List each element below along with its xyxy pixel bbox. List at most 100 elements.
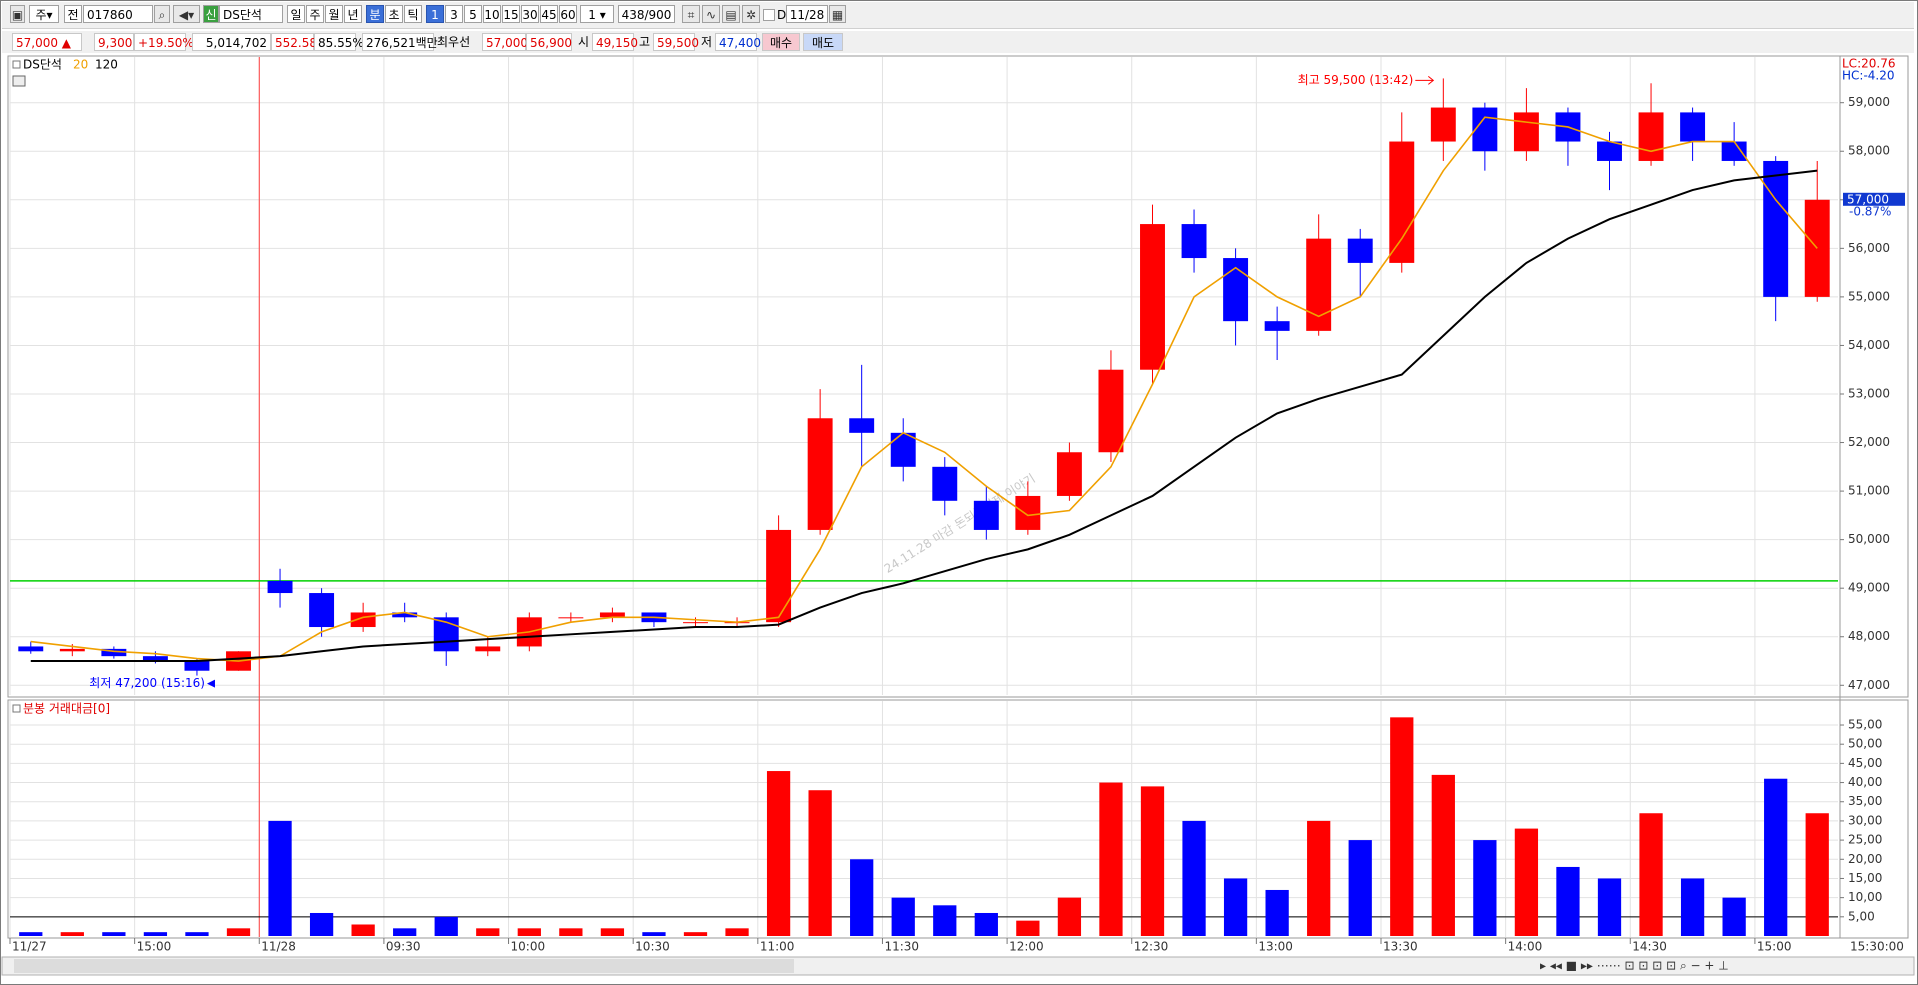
volume-bar bbox=[476, 928, 500, 936]
change-rate: +19.50% bbox=[134, 33, 194, 51]
scroll-controls[interactable]: ▸ ◂◂ ■ ▸▸ ⋯⋯ ⊡ ⊡ ⊡ ⊡ ⌕ − + ⊥ bbox=[1540, 959, 1729, 973]
volume-bar bbox=[808, 790, 832, 936]
candle-body bbox=[1347, 238, 1373, 263]
current-change: -0.87% bbox=[1849, 204, 1891, 218]
y-tick-label: 54,000 bbox=[1848, 338, 1890, 352]
x-tick-label: 11:30 bbox=[884, 940, 919, 954]
candle-body bbox=[475, 646, 501, 652]
y-tick-label: 48,000 bbox=[1848, 629, 1890, 643]
toolbar-button[interactable]: 60 bbox=[559, 5, 577, 23]
buy-button[interactable]: 매수 bbox=[762, 33, 800, 51]
sound-button[interactable]: ◀▾ bbox=[173, 5, 200, 23]
code-input[interactable]: 017860 bbox=[83, 5, 153, 23]
settings-icon[interactable]: ✲ bbox=[742, 5, 760, 23]
toolbar: ▣ 주▾ 전 017860 ⌕ ◀▾ 신 DS단석 일 주 월 년 분 초 틱 1 3 5 10 15… bbox=[2, 2, 1914, 29]
y-tick-label: 59,000 bbox=[1848, 95, 1890, 109]
date-input[interactable]: 11/28 bbox=[786, 5, 828, 23]
market-select[interactable]: 주▾ bbox=[29, 5, 59, 23]
trading-value: 276,521백만 bbox=[362, 33, 438, 51]
x-tick-label: 10:30 bbox=[635, 940, 670, 954]
x-tick-label: 14:30 bbox=[1632, 940, 1667, 954]
volume-bar bbox=[600, 928, 625, 936]
toolbar-button[interactable]: 분 bbox=[366, 5, 384, 23]
y-tick-label: 53,000 bbox=[1848, 386, 1890, 400]
volume-bar bbox=[1016, 920, 1040, 936]
volume-title: 분봉 거래대금[0] bbox=[23, 702, 110, 716]
candle-body bbox=[1056, 452, 1082, 496]
toolbar-button[interactable]: 주 bbox=[306, 5, 324, 23]
candle-body bbox=[1264, 321, 1290, 331]
volume-bar bbox=[434, 916, 458, 936]
tool-icon[interactable]: ⌗ bbox=[682, 5, 700, 23]
toolbar-button[interactable]: 초 bbox=[385, 5, 403, 23]
x-tick-label: 12:30 bbox=[1134, 940, 1169, 954]
toolbar-button[interactable]: 월 bbox=[325, 5, 343, 23]
menu-icon[interactable]: ▣ bbox=[10, 5, 25, 23]
best-bid: 56,900 bbox=[526, 33, 572, 51]
candle-body bbox=[101, 648, 127, 657]
toolbar-button[interactable]: 3 bbox=[445, 5, 463, 23]
candle-body bbox=[932, 466, 958, 501]
x-end-label: 15:30:00 bbox=[1850, 940, 1904, 954]
volume-bar bbox=[1473, 840, 1497, 936]
candle-body bbox=[1721, 141, 1747, 161]
y-tick-label: 55,00 bbox=[1848, 718, 1882, 732]
volume-ratio: 552.58% bbox=[271, 33, 328, 51]
volume-bar bbox=[1639, 813, 1663, 936]
candle-body bbox=[267, 580, 293, 594]
x-tick-label: 11:00 bbox=[760, 940, 795, 954]
annotation-arrow bbox=[206, 679, 215, 688]
toolbar-button[interactable]: 10 bbox=[483, 5, 501, 23]
y-tick-label: 58,000 bbox=[1848, 144, 1890, 158]
toolbar-button[interactable]: 15 bbox=[502, 5, 520, 23]
y-tick-label: 51,000 bbox=[1848, 484, 1890, 498]
volume-bar bbox=[1805, 813, 1829, 936]
tool-icon[interactable]: ∿ bbox=[702, 5, 720, 23]
search-button[interactable]: ⌕ bbox=[154, 5, 170, 23]
x-tick-label: 14:00 bbox=[1508, 940, 1543, 954]
y-tick-label: 20,00 bbox=[1848, 852, 1882, 866]
volume-bar bbox=[1514, 828, 1539, 936]
turnover: 85.55% bbox=[314, 33, 364, 51]
y-tick-label: 50,00 bbox=[1848, 737, 1882, 751]
toolbar-button[interactable]: 1 bbox=[426, 5, 444, 23]
volume-bar bbox=[1265, 889, 1289, 936]
candle-body bbox=[1015, 495, 1041, 530]
checkbox[interactable] bbox=[763, 9, 775, 21]
volume-bar bbox=[143, 932, 168, 936]
toolbar-button[interactable]: 5 bbox=[464, 5, 482, 23]
scroll-thumb[interactable] bbox=[14, 959, 794, 973]
current-price-box bbox=[1843, 192, 1905, 206]
name-badge: 신 bbox=[203, 5, 219, 23]
volume-bar bbox=[1140, 786, 1165, 936]
price: 57,000 ▲ bbox=[12, 33, 82, 51]
volume-panel bbox=[7, 699, 1909, 939]
y-tick-label: 49,000 bbox=[1848, 581, 1890, 595]
annotation-arrow bbox=[1415, 76, 1435, 85]
candle-body bbox=[558, 617, 584, 619]
x-tick-label: 11/27 bbox=[12, 940, 47, 954]
x-tick-label: 11/28 bbox=[261, 940, 296, 954]
scope[interactable]: 전 bbox=[64, 5, 82, 23]
candle-body bbox=[184, 661, 210, 671]
candle-body bbox=[1597, 141, 1622, 161]
candle-body bbox=[766, 529, 792, 623]
y-tick-label: 50,000 bbox=[1848, 532, 1890, 546]
y-tick-label: 25,00 bbox=[1848, 833, 1882, 847]
toolbar-button[interactable]: 틱 bbox=[404, 5, 422, 23]
y-tick-label: 10,00 bbox=[1848, 890, 1882, 904]
calendar-icon[interactable]: ▦ bbox=[829, 5, 846, 23]
multiplier-select[interactable]: 1 ▾ bbox=[580, 5, 614, 23]
toolbar-button[interactable]: 30 bbox=[521, 5, 539, 23]
toolbar-button[interactable]: 일 bbox=[287, 5, 305, 23]
save-icon[interactable]: ▤ bbox=[722, 5, 740, 23]
volume-bar bbox=[102, 932, 126, 936]
candle-body bbox=[890, 432, 916, 467]
sell-button[interactable]: 매도 bbox=[803, 33, 843, 51]
y-tick-label: 30,00 bbox=[1848, 813, 1882, 827]
volume-bar bbox=[1348, 840, 1372, 936]
bar-count: 438/900 bbox=[618, 5, 675, 23]
toolbar-button[interactable]: 년 bbox=[344, 5, 362, 23]
candle-body bbox=[807, 418, 833, 530]
toolbar-button[interactable]: 45 bbox=[540, 5, 558, 23]
